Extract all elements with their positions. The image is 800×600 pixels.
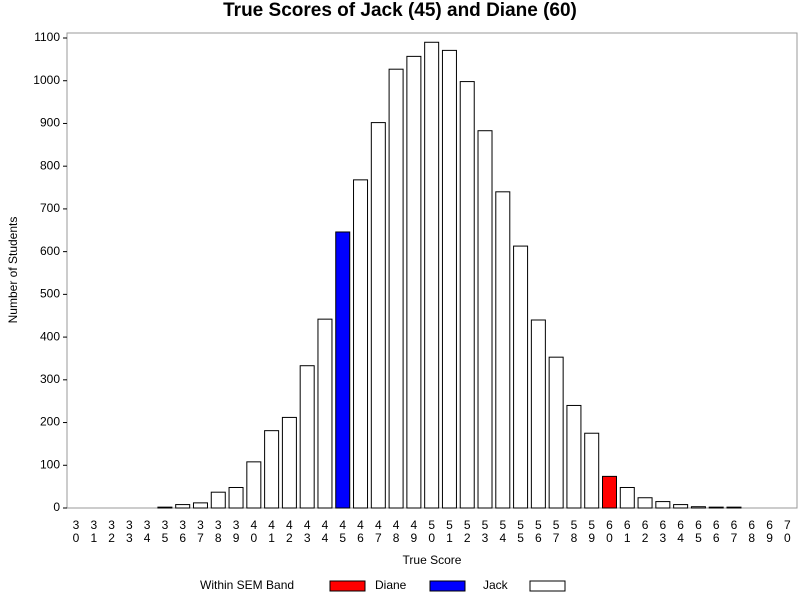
bar — [353, 179, 369, 509]
x-axis-label: True Score — [403, 553, 462, 567]
bar — [299, 365, 315, 509]
y-tick-label: 400 — [40, 329, 60, 343]
bar — [388, 68, 404, 509]
y-tick-label: 900 — [40, 116, 60, 130]
legend-swatch — [329, 580, 366, 592]
bar — [459, 81, 475, 509]
y-tick-label: 0 — [53, 500, 60, 514]
legend-swatch — [429, 580, 466, 592]
bar — [477, 130, 493, 509]
chart-title: True Scores of Jack (45) and Diane (60) — [223, 0, 577, 21]
y-tick-label: 1000 — [33, 73, 60, 87]
bar — [441, 49, 457, 509]
bar — [281, 416, 297, 509]
bar — [513, 245, 529, 509]
bar — [317, 318, 333, 509]
y-tick-label: 600 — [40, 244, 60, 258]
bar — [584, 432, 600, 509]
bar — [264, 430, 280, 509]
bar — [246, 461, 262, 509]
bar — [192, 502, 208, 509]
legend-label: Jack — [483, 578, 509, 592]
bar — [495, 191, 511, 509]
bar — [530, 319, 546, 509]
bar — [370, 122, 386, 509]
bar — [726, 506, 742, 509]
bar — [335, 231, 351, 509]
bar — [228, 486, 244, 509]
y-tick-label: 300 — [40, 372, 60, 386]
legend-label: Diane — [375, 578, 407, 592]
bar — [619, 486, 635, 509]
bar — [637, 497, 653, 509]
y-tick-label: 500 — [40, 287, 60, 301]
y-tick-label: 100 — [40, 457, 60, 471]
bar — [673, 504, 689, 509]
bar — [601, 475, 617, 509]
bar — [566, 404, 582, 509]
bar — [690, 506, 706, 509]
bar — [175, 504, 191, 509]
bar — [406, 55, 422, 509]
y-axis-label: Number of Students — [6, 217, 20, 324]
bar — [548, 356, 564, 509]
bar — [210, 491, 226, 509]
bar — [424, 41, 440, 509]
legend-swatch — [529, 580, 566, 592]
y-tick-label: 1100 — [34, 30, 60, 44]
y-tick-label: 700 — [40, 201, 60, 215]
bar — [655, 501, 671, 509]
bar — [157, 506, 173, 509]
y-tick-label: 800 — [40, 158, 60, 172]
bar — [708, 506, 724, 509]
y-tick-label: 200 — [40, 415, 60, 429]
legend-title: Within SEM Band — [200, 578, 294, 592]
